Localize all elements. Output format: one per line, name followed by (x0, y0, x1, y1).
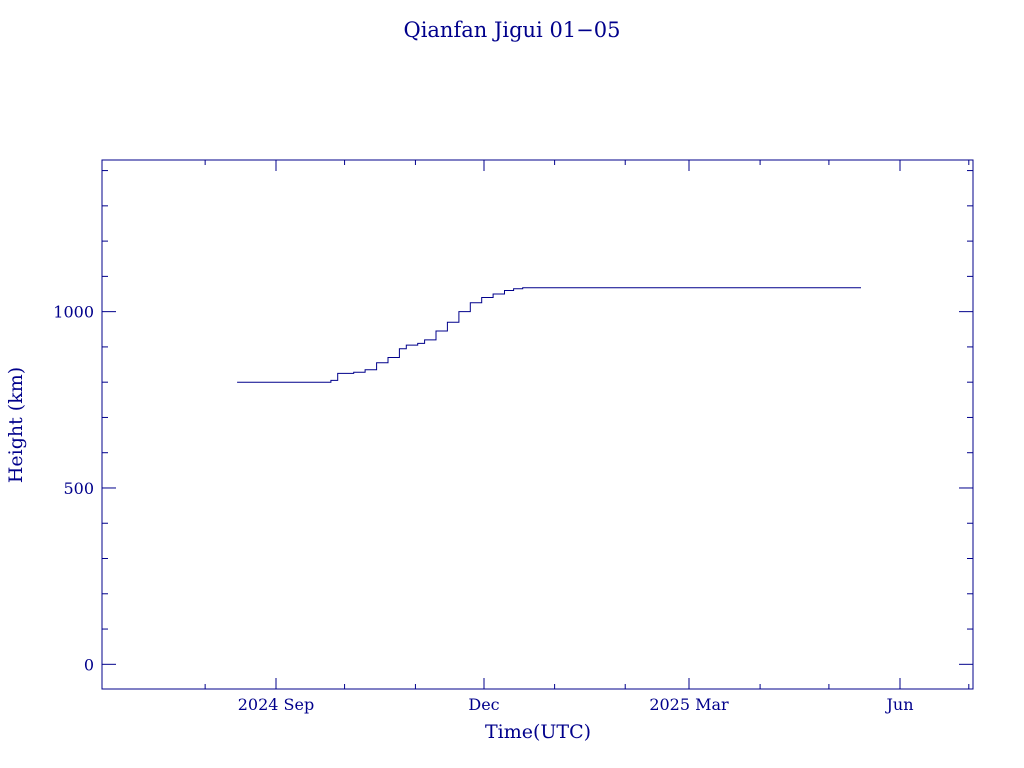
plot-frame (101, 159, 974, 690)
x-tick-label: Dec (468, 695, 499, 714)
x-tick-label: Jun (884, 695, 913, 714)
x-axis-ticks: 2024 Sep Dec 2025 Mar Jun (238, 160, 914, 714)
y-tick-label: 0 (84, 655, 94, 674)
y-axis-label: Height (km) (5, 367, 27, 483)
y-axis-ticks: 0 500 1000 (53, 303, 973, 674)
x-tick-label: 2024 Sep (238, 695, 314, 714)
x-axis-label: Time(UTC) (485, 721, 591, 743)
x-tick-label: 2025 Mar (649, 695, 729, 714)
chart-title: Qianfan Jigui 01−05 (403, 18, 620, 42)
series-line-height (237, 287, 861, 383)
y-tick-label: 1000 (53, 303, 94, 322)
minor-ticks (102, 160, 973, 689)
y-tick-label: 500 (63, 479, 94, 498)
